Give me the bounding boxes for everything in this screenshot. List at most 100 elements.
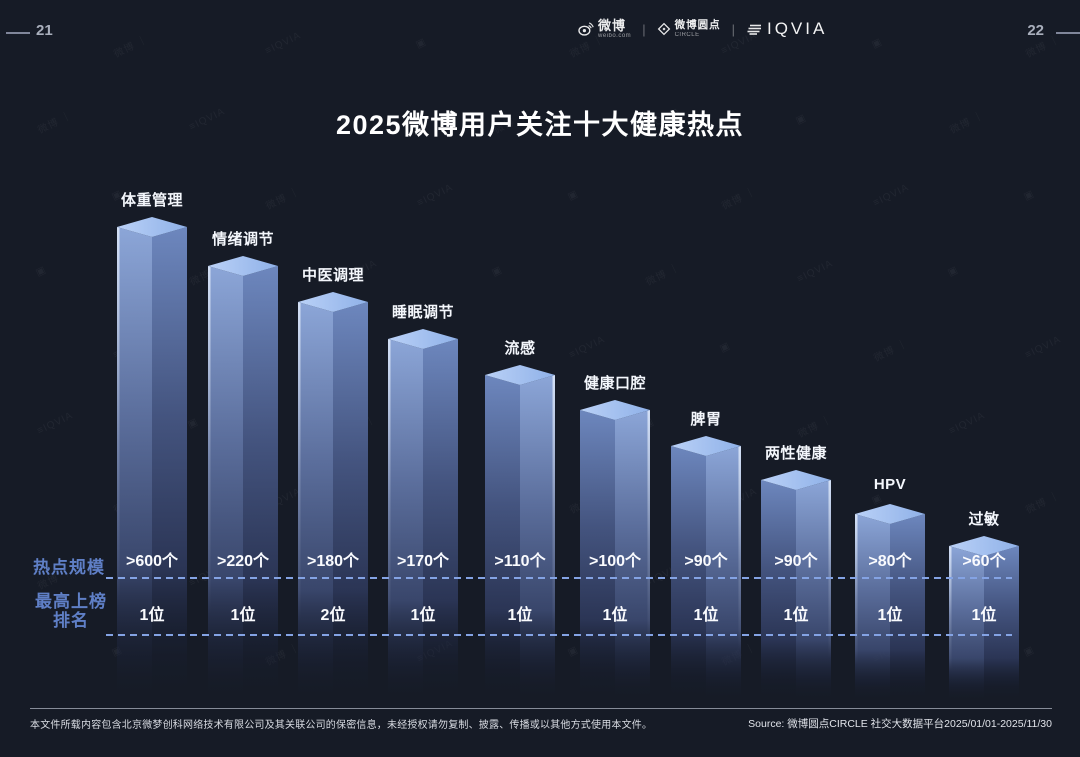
page-edge-dash-right xyxy=(1056,32,1080,34)
bar-face-left xyxy=(298,302,333,702)
bar-label: 两性健康 xyxy=(764,445,828,462)
bar-edge-highlight xyxy=(949,546,952,702)
bar-top-face xyxy=(388,329,458,349)
bar-scale-value: >170个 xyxy=(396,553,450,570)
bar-edge-highlight xyxy=(388,339,391,702)
bar-face-left xyxy=(580,410,615,702)
bar-label: HPV xyxy=(873,476,907,493)
bar-top-face xyxy=(855,504,925,524)
bar-face-left xyxy=(117,227,152,702)
bar-face-right xyxy=(796,480,831,702)
bar-face-right xyxy=(706,446,741,702)
row-label-scale: 热点规模 xyxy=(33,558,105,577)
bar-edge-highlight xyxy=(855,514,858,702)
bar-top-face xyxy=(761,470,831,490)
logo-separator: | xyxy=(642,21,646,37)
bar-scale-value: >90个 xyxy=(684,553,728,570)
bar-edge-highlight xyxy=(117,227,120,702)
bar-rank-value: 1位 xyxy=(230,607,256,624)
bar-face-left xyxy=(761,480,796,702)
circle-logo-text: 微博圆点 xyxy=(674,19,721,32)
weibo-logo: 微博 weibo.com xyxy=(578,19,631,39)
circle-diamond-icon xyxy=(657,22,670,36)
bar-top-face xyxy=(485,365,555,385)
bar-top-face xyxy=(208,256,278,276)
confidentiality-disclaimer: 本文件所载内容包含北京微梦创科网络技术有限公司及其关联公司的保密信息，未经授权请… xyxy=(30,720,653,731)
bar-edge-highlight xyxy=(552,375,555,702)
bar-face-left xyxy=(485,375,520,702)
bar-face-right xyxy=(890,514,925,702)
bar-top-face xyxy=(949,536,1019,556)
bar-rank-value: 1位 xyxy=(783,607,809,624)
bar-scale-value: >220个 xyxy=(216,553,270,570)
bar-top-face xyxy=(117,217,187,237)
bar-top-face xyxy=(580,400,650,420)
bar-edge-highlight xyxy=(298,302,301,702)
bar-face-right xyxy=(152,227,187,702)
bar-face-left xyxy=(388,339,423,702)
bar-label: 体重管理 xyxy=(120,192,184,209)
bar-top-face xyxy=(671,436,741,456)
bar-label: 流感 xyxy=(504,340,536,357)
bar-scale-value: >60个 xyxy=(962,553,1006,570)
bar-face-left xyxy=(855,514,890,702)
circle-logo: 微博圆点 CIRCLE xyxy=(657,20,721,38)
weibo-icon xyxy=(578,22,594,36)
source-note: Source: 微博圆点CIRCLE 社交大数据平台2025/01/01-202… xyxy=(748,718,1052,730)
row-label-rank: 最高上榜 排名 xyxy=(24,592,118,630)
bar-face-right xyxy=(333,302,368,702)
weibo-logo-subtext: weibo.com xyxy=(598,33,632,39)
bar-label: 过敏 xyxy=(968,511,1000,528)
bar-scale-value: >100个 xyxy=(588,553,642,570)
bar-label: 健康口腔 xyxy=(583,375,647,392)
circle-logo-subtext: CIRCLE xyxy=(674,31,700,38)
header-logos: 微博 weibo.com | 微博圆点 CIRCLE | IQVIA xyxy=(578,19,827,39)
bar-face-right xyxy=(243,266,278,702)
bar-scale-value: >110个 xyxy=(494,553,546,570)
page-title: 2025微博用户关注十大健康热点 xyxy=(335,110,745,140)
bar-edge-highlight xyxy=(208,266,211,702)
row-label-rank-line1: 最高上榜 xyxy=(35,592,107,611)
bar-rank-value: 1位 xyxy=(877,607,903,624)
logo-separator: | xyxy=(731,21,735,37)
bar-face-left xyxy=(949,546,984,702)
bar-edge-highlight xyxy=(828,480,831,702)
bar-scale-value: >600个 xyxy=(125,553,179,570)
bar-label: 脾胃 xyxy=(690,411,722,428)
bar-face-left xyxy=(208,266,243,702)
bar-rank-value: 2位 xyxy=(320,607,346,624)
row-label-rank-line2: 排名 xyxy=(53,611,89,630)
page-number-right: 22 xyxy=(1027,22,1044,39)
dashed-line-rank-row xyxy=(106,634,1012,636)
bar-rank-value: 1位 xyxy=(410,607,436,624)
bar-top-face xyxy=(298,292,368,312)
iqvia-logo-text: IQVIA xyxy=(766,19,828,38)
bar-rank-value: 1位 xyxy=(507,607,533,624)
bar-scale-value: >80个 xyxy=(868,553,912,570)
bar-rank-value: 1位 xyxy=(693,607,719,624)
bar-scale-value: >180个 xyxy=(306,553,360,570)
footer-divider xyxy=(30,708,1052,709)
bar-edge-highlight xyxy=(647,410,650,702)
dashed-line-scale-row xyxy=(106,577,1012,579)
bar-label: 睡眠调节 xyxy=(391,304,455,321)
bar-label: 情绪调节 xyxy=(211,231,275,248)
bar-rank-value: 1位 xyxy=(139,607,165,624)
iqvia-lines-icon xyxy=(747,24,761,35)
bar-rank-value: 1位 xyxy=(602,607,628,624)
bar-edge-highlight xyxy=(738,446,741,702)
page-edge-dash-left xyxy=(6,32,30,34)
weibo-logo-text: 微博 xyxy=(598,18,627,33)
page-number-left: 21 xyxy=(36,22,53,39)
bar-label: 中医调理 xyxy=(301,267,365,284)
iqvia-logo: IQVIA xyxy=(746,19,827,39)
bar-scale-value: >90个 xyxy=(774,553,818,570)
bar-face-left xyxy=(671,446,706,702)
bar-face-right xyxy=(520,375,555,702)
bar-face-right xyxy=(615,410,650,702)
bar-face-right xyxy=(423,339,458,702)
bar-face-right xyxy=(984,546,1019,702)
bar-rank-value: 1位 xyxy=(971,607,997,624)
